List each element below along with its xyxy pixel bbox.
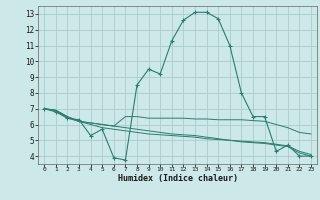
X-axis label: Humidex (Indice chaleur): Humidex (Indice chaleur) (118, 174, 238, 183)
